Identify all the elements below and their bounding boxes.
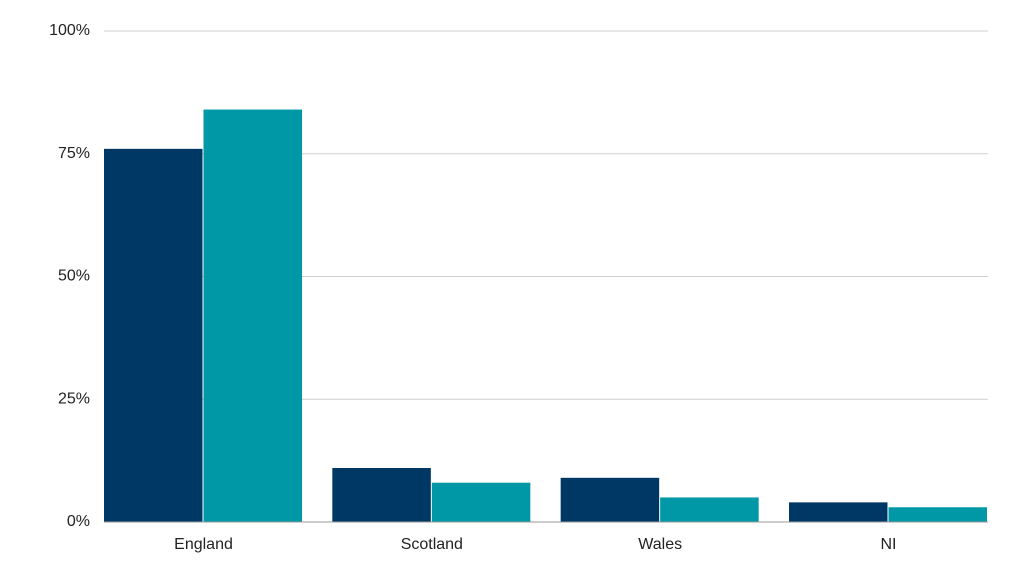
bar [104,148,203,522]
y-tick-label: 75% [58,145,90,162]
bar [431,482,531,522]
y-tick-label: 50% [58,268,90,285]
x-tick-label: NI [881,536,897,553]
y-tick-label: 100% [49,22,90,39]
y-tick-label: 25% [58,390,90,407]
bar [660,497,759,522]
x-tick-label: Wales [638,536,682,553]
y-tick-label: 0% [67,513,90,530]
bar [332,467,431,522]
bar [560,477,660,522]
x-tick-label: England [174,536,233,553]
bar [888,507,987,522]
x-tick-label: Scotland [401,536,463,553]
bar [789,502,888,522]
bar [203,109,302,522]
